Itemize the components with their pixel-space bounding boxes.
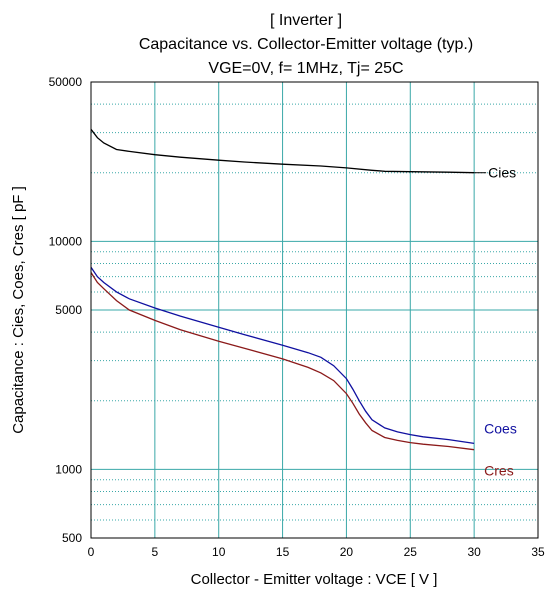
series-labels: Cies Coes Cres [474, 165, 517, 479]
x-tick-label-30: 30 [467, 545, 481, 559]
series-line-coes [90, 266, 475, 445]
y-tick-label-5000: 5000 [55, 303, 82, 317]
series-line-cies [90, 128, 475, 174]
chart-conditions: VGE=0V, f= 1MHz, Tj= 25C [208, 60, 403, 77]
x-tick-label-15: 15 [276, 545, 290, 559]
series-label-cres: Cres [484, 463, 514, 479]
y-tick-label-50000: 50000 [49, 75, 83, 89]
y-tick-label-1000: 1000 [55, 462, 82, 476]
x-tick-label-20: 20 [340, 545, 354, 559]
plot-frame [90, 81, 539, 539]
x-tick-label-0: 0 [88, 545, 95, 559]
y-tick-label-500: 500 [62, 531, 82, 545]
series-label-coes: Coes [484, 420, 517, 436]
series-lines [90, 128, 475, 451]
y-axis-label: Capacitance : Cies, Coes, Cres [ pF ] [10, 186, 27, 434]
x-tick-label-25: 25 [404, 545, 418, 559]
chart-title: [ Inverter ] [270, 12, 342, 29]
x-tick-label-5: 5 [152, 545, 159, 559]
x-tick-label-35: 35 [531, 545, 545, 559]
tick-labels: 0 5 10 15 20 25 30 35 500 1000 5000 10000 50000 [49, 75, 545, 559]
series-label-cies: Cies [488, 165, 516, 181]
x-tick-label-10: 10 [212, 545, 226, 559]
x-axis-label: Collector - Emitter voltage : VCE [ V ] [191, 571, 438, 588]
grid-lines [91, 82, 538, 538]
y-tick-label-10000: 10000 [49, 234, 83, 248]
series-line-cres [90, 272, 475, 451]
chart-subtitle: Capacitance vs. Collector-Emitter voltag… [139, 36, 473, 53]
